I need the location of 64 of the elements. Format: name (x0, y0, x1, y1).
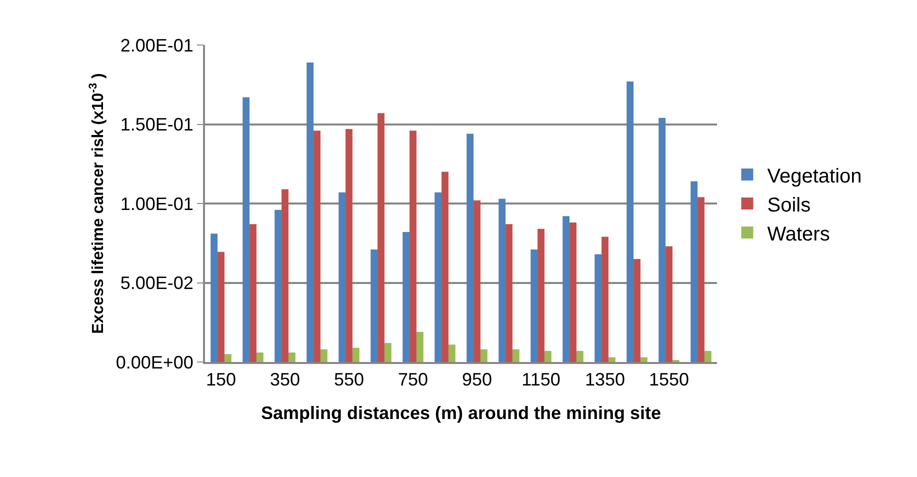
x-tick-label: 950 (462, 370, 492, 390)
bar (544, 350, 552, 362)
legend-label: Vegetation (767, 165, 862, 188)
bar (448, 344, 456, 362)
x-tick-label: 550 (334, 370, 364, 390)
bar (626, 81, 634, 362)
x-tick-label: 750 (398, 370, 428, 390)
bar (242, 97, 250, 362)
x-tick-label: 1150 (522, 370, 560, 390)
bar (704, 350, 712, 362)
x-tick-label: 1350 (584, 370, 626, 390)
bar (594, 254, 602, 362)
bar (608, 357, 616, 362)
bar (338, 192, 346, 362)
bar (562, 216, 570, 362)
bar (314, 130, 320, 362)
bar (256, 352, 264, 362)
bar (474, 200, 480, 362)
bar (512, 349, 520, 362)
bar (378, 113, 384, 362)
bar (306, 62, 314, 362)
bar (634, 258, 640, 362)
bar (466, 134, 474, 362)
bar (402, 232, 410, 362)
bar (370, 249, 378, 362)
bar (442, 172, 448, 362)
x-tick-label: 150 (206, 370, 236, 390)
bar (282, 189, 288, 362)
bar (480, 349, 488, 362)
bar (274, 210, 282, 362)
bar (658, 118, 666, 362)
bar (346, 129, 352, 362)
bar (352, 348, 360, 362)
legend-label: Soils (767, 194, 811, 216)
bar (576, 350, 584, 362)
bar (666, 246, 672, 362)
y-tick-label: 5.00E-02 (120, 273, 194, 294)
bar (698, 197, 704, 362)
bar (384, 342, 392, 362)
bar (434, 192, 442, 362)
bar (570, 222, 576, 362)
bar (640, 357, 648, 362)
bar (250, 224, 256, 362)
bar (416, 332, 424, 362)
bar (530, 249, 538, 362)
bar (410, 130, 416, 362)
bar (218, 252, 224, 362)
bar (224, 354, 232, 362)
bar (210, 234, 218, 362)
bar (320, 349, 328, 362)
bar (288, 352, 296, 362)
y-tick-label: 0.00E+00 (116, 352, 194, 372)
y-tick-label: 1.00E-01 (120, 194, 194, 214)
x-tick-label: 350 (270, 370, 300, 390)
y-tick-label: 2.00E-01 (120, 35, 194, 56)
bar (498, 198, 506, 362)
bar (506, 224, 512, 362)
y-tick-label: 1.50E-01 (120, 114, 194, 135)
bar (538, 228, 544, 362)
bar (690, 181, 698, 362)
x-tick-label: 1550 (648, 370, 690, 390)
legend-label: Waters (767, 223, 830, 246)
x-axis-title: Sampling distances (m) around the mining site (260, 403, 662, 424)
bar (602, 236, 608, 362)
